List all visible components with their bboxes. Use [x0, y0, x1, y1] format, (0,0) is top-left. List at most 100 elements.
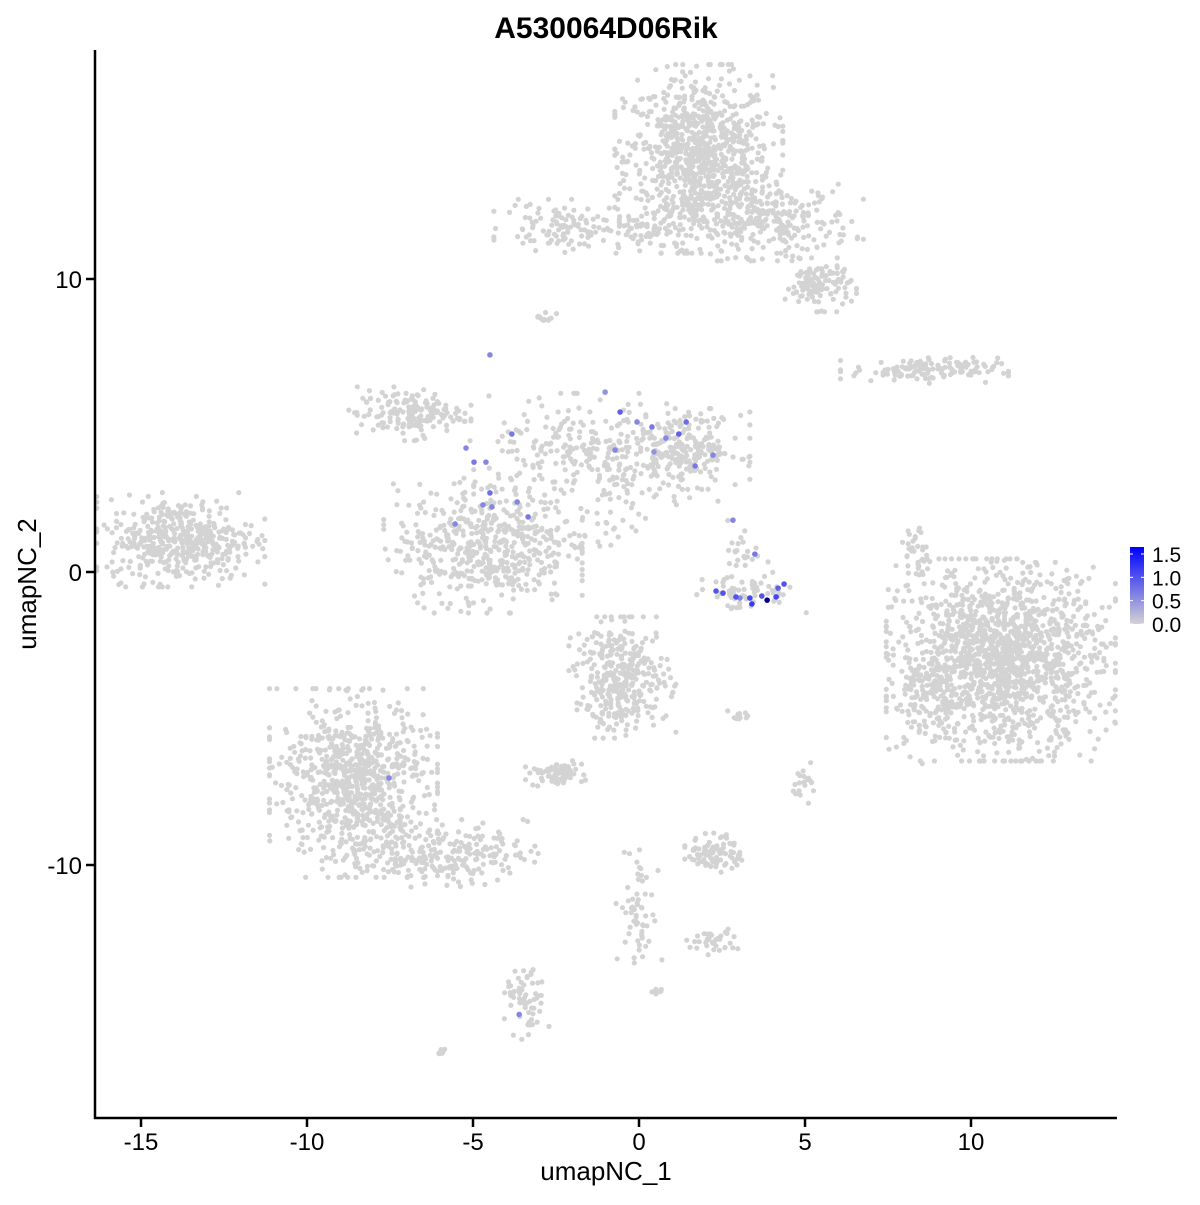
cell-point	[719, 248, 725, 254]
cell-point	[955, 721, 961, 727]
cell-point	[658, 182, 664, 188]
cell-point	[552, 564, 558, 570]
cell-point	[920, 547, 926, 553]
cell-point	[937, 676, 943, 682]
cell-point	[977, 587, 983, 593]
cell-point	[991, 363, 997, 369]
cell-point	[1074, 669, 1080, 675]
cell-point	[656, 192, 663, 198]
cell-point	[1007, 648, 1013, 654]
cell-point	[715, 498, 721, 504]
cell-point	[952, 737, 958, 743]
cell-point	[1066, 575, 1072, 581]
cell-point	[983, 636, 989, 642]
cell-point	[480, 523, 486, 529]
cell-point	[722, 239, 728, 245]
cell-point	[690, 111, 697, 117]
cell-point	[747, 435, 753, 441]
cell-point	[733, 199, 739, 205]
cell-point	[531, 524, 537, 530]
cell-point	[491, 237, 497, 243]
cell-point	[695, 425, 702, 431]
cell-point	[690, 115, 696, 121]
cell-point	[1108, 640, 1114, 646]
cell-point	[1098, 669, 1104, 675]
cell-point	[725, 603, 731, 609]
cell-point	[671, 493, 677, 500]
cell-point	[617, 181, 623, 187]
cell-point	[531, 577, 537, 583]
cell-point	[989, 556, 995, 562]
cell-point	[515, 234, 521, 240]
cell-point	[666, 84, 672, 90]
cell-point	[131, 511, 137, 517]
cell-point	[598, 641, 604, 647]
cell-point	[615, 230, 621, 236]
cell-point	[410, 397, 416, 403]
cell-point	[670, 220, 676, 227]
cell-point	[951, 668, 958, 675]
cell-point	[187, 548, 193, 554]
cell-point	[632, 468, 638, 474]
cell-point	[475, 559, 481, 565]
cell-point	[921, 718, 927, 724]
cell-point	[667, 117, 674, 123]
cell-point	[215, 582, 221, 588]
cell-point	[538, 446, 544, 452]
cell-point	[394, 502, 400, 508]
cell-point	[527, 548, 533, 554]
cell-point	[905, 541, 911, 547]
cell-point	[773, 213, 779, 220]
cell-point	[562, 467, 568, 473]
cell-point	[1027, 733, 1033, 740]
cell-point	[939, 628, 945, 634]
cell-point	[689, 250, 695, 256]
cell-point	[1057, 707, 1064, 713]
cell-point	[522, 559, 528, 565]
cell-point	[729, 574, 735, 580]
cell-point	[148, 545, 154, 551]
cell-point	[991, 725, 997, 731]
cell-point	[680, 455, 686, 461]
cell-point	[719, 112, 725, 118]
cell-point	[921, 371, 928, 377]
cell-point	[667, 461, 673, 467]
cell-point	[184, 528, 190, 534]
cell-point	[969, 712, 976, 718]
cell-point	[1080, 622, 1086, 629]
cell-point	[638, 237, 645, 243]
cell-point	[743, 191, 749, 197]
cell-point	[194, 540, 200, 546]
cell-point	[747, 92, 754, 99]
cell-point	[715, 243, 721, 249]
cell-point	[783, 248, 789, 254]
cell-point	[536, 395, 542, 401]
cell-point	[562, 249, 568, 255]
cell-point	[891, 369, 898, 375]
cell-point	[703, 218, 710, 224]
cell-point	[692, 79, 699, 85]
cell-point	[929, 738, 936, 745]
cell-point	[821, 242, 827, 248]
cell-point	[1099, 624, 1105, 630]
cell-point	[699, 586, 706, 593]
cell-point	[379, 389, 385, 396]
cell-point	[713, 221, 720, 227]
cell-point	[384, 424, 390, 430]
cell-point	[555, 551, 562, 557]
cell-point	[697, 175, 704, 181]
cell-point	[931, 758, 938, 764]
cell-point	[627, 186, 633, 192]
cell-point	[749, 117, 755, 123]
cell-point	[677, 175, 683, 181]
cell-point	[982, 617, 989, 623]
cell-point	[540, 570, 546, 576]
cell-point	[131, 540, 137, 546]
cell-point	[750, 124, 756, 130]
cell-point	[896, 639, 902, 645]
cell-point	[519, 536, 526, 542]
cell-point	[899, 539, 906, 545]
cell-point	[972, 639, 978, 645]
cell-point	[955, 585, 962, 591]
cell-point	[770, 141, 777, 147]
